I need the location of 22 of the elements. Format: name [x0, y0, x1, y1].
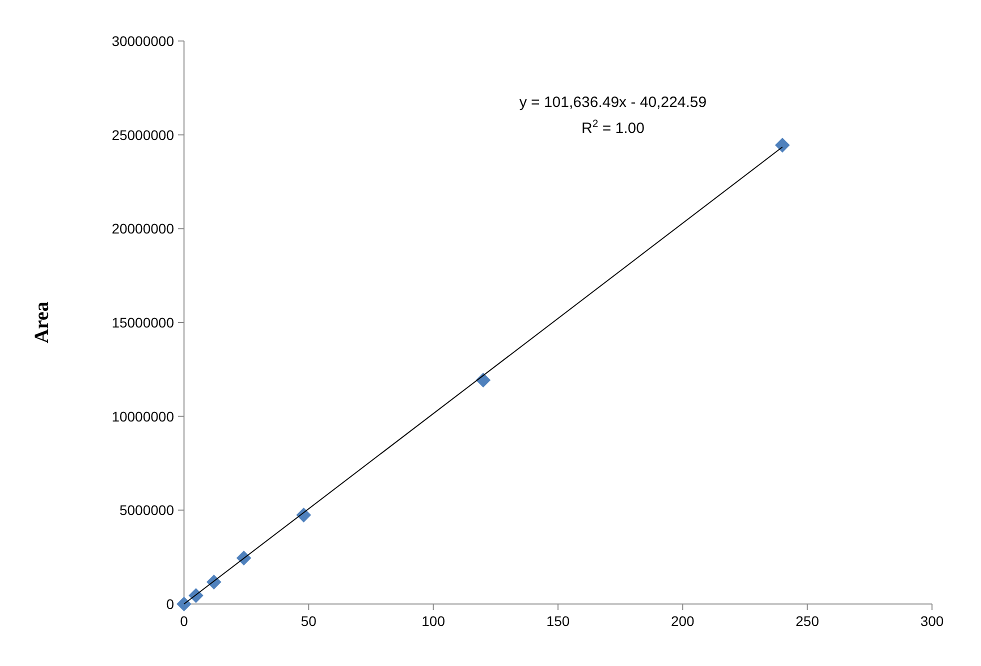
annotation: y = 101,636.49x - 40,224.59	[519, 94, 707, 111]
y-tick-label: 25000000	[112, 126, 174, 143]
point	[236, 550, 252, 566]
x-tick-label: 50	[300, 613, 317, 629]
y-axis-title: Area	[31, 302, 53, 344]
point	[176, 596, 192, 612]
x-tick-label: 300	[920, 613, 944, 629]
y-tick-label: 10000000	[112, 408, 174, 424]
x-tick-label: 250	[796, 613, 820, 629]
y-tick-label: 0	[166, 596, 174, 612]
point	[296, 508, 312, 522]
annotation: R$^{2}$ = 1.00	[582, 118, 644, 137]
y-tick-label: 20000000	[112, 220, 174, 237]
y-tick-label: 30000000	[112, 33, 174, 49]
x-tick-label: 0	[180, 613, 188, 629]
y-tick-label: 5000000	[119, 502, 174, 518]
point	[476, 372, 491, 388]
x-tick-label: 150	[546, 613, 570, 629]
x-tick-label: 200	[670, 613, 695, 629]
point	[774, 138, 790, 153]
x-tick-label: 100	[422, 613, 446, 629]
y-tick-label: 15000000	[112, 314, 174, 330]
